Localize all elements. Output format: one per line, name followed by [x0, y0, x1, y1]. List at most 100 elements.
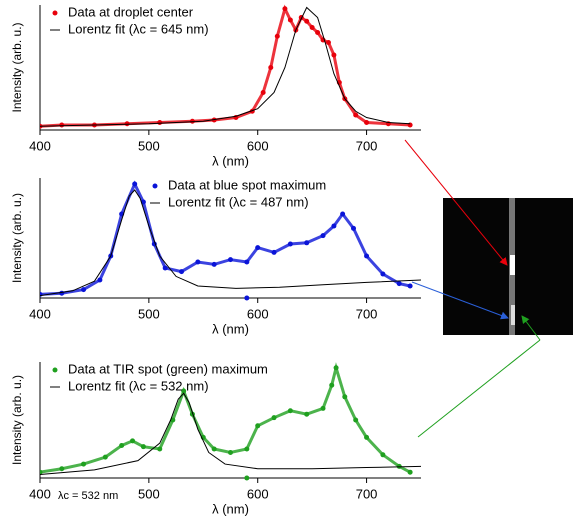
- data-point: [351, 225, 357, 231]
- data-point: [244, 446, 250, 452]
- data-point: [304, 411, 310, 417]
- x-tick-label: 600: [247, 486, 269, 501]
- data-point: [320, 233, 326, 239]
- data-point: [211, 446, 217, 452]
- annotation: λc = 532 nm: [58, 490, 118, 502]
- data-trace: [40, 4, 411, 128]
- data-point: [162, 265, 168, 271]
- fit-line: [40, 6, 411, 127]
- data-point: [181, 388, 187, 394]
- legend-label: Lorentz fit (λc = 487 nm): [168, 194, 309, 209]
- data-point: [228, 449, 233, 455]
- plot: [40, 180, 421, 301]
- data-point: [396, 281, 402, 287]
- data-point: [244, 259, 250, 265]
- data-point: [157, 446, 163, 452]
- data-point: [140, 444, 146, 450]
- data-point: [353, 112, 359, 118]
- data-point: [195, 259, 201, 265]
- data-point: [40, 469, 43, 475]
- x-tick-label: 700: [356, 486, 378, 501]
- data-point: [287, 17, 293, 23]
- data-point: [130, 438, 136, 444]
- fit-line: [40, 189, 421, 297]
- data-point: [271, 415, 277, 421]
- data-point: [282, 6, 288, 12]
- microscope-image: [443, 198, 573, 335]
- legend-label: Data at droplet center: [68, 4, 194, 19]
- legend-marker: [52, 10, 58, 16]
- data-point: [364, 434, 370, 440]
- data-point: [59, 290, 65, 296]
- plot: [40, 4, 413, 129]
- arrows: [404, 139, 541, 438]
- legend-label: Lorentz fit (λc = 532 nm): [68, 378, 209, 393]
- data-point: [340, 211, 346, 217]
- x-tick-label: 500: [138, 138, 160, 153]
- data-point: [329, 382, 335, 388]
- data-point: [287, 241, 293, 247]
- data-point: [364, 253, 370, 259]
- x-tick-label: 400: [29, 138, 51, 153]
- y-axis-label: Intensity (arb. u.): [10, 375, 24, 465]
- y-axis-label: Intensity (arb. u.): [10, 193, 24, 283]
- data-point: [40, 291, 43, 297]
- x-tick-label: 600: [247, 306, 269, 321]
- data-point: [59, 466, 65, 472]
- data-point: [97, 277, 103, 283]
- plot: [40, 362, 421, 481]
- data-point: [407, 469, 413, 475]
- fit-line: [40, 392, 421, 476]
- data-point: [274, 33, 280, 39]
- data-point: [342, 394, 348, 400]
- x-axis-label: λ (nm): [212, 321, 249, 336]
- data-point: [59, 122, 65, 128]
- data-point: [255, 245, 261, 251]
- data-point: [325, 40, 331, 45]
- data-point: [331, 223, 337, 229]
- x-tick-label: 700: [356, 306, 378, 321]
- x-axis-label: λ (nm): [212, 153, 249, 168]
- x-tick-label: 400: [29, 486, 51, 501]
- legend-label: Lorentz fit (λc = 645 nm): [68, 21, 209, 36]
- data-point: [407, 283, 413, 289]
- data-point: [228, 257, 233, 263]
- x-tick-label: 700: [356, 138, 378, 153]
- data-point: [157, 120, 163, 125]
- data-point: [380, 452, 386, 458]
- data-point: [268, 65, 274, 70]
- data-point: [304, 240, 310, 246]
- data-point: [102, 454, 108, 460]
- data-point: [364, 120, 370, 125]
- data-point: [132, 181, 138, 187]
- data-point: [331, 52, 337, 58]
- data-point: [380, 271, 386, 277]
- data-trace: [40, 362, 411, 474]
- data-point: [304, 18, 310, 24]
- data-point: [211, 261, 217, 267]
- data-point: [333, 365, 339, 371]
- data-point: [260, 90, 266, 95]
- x-tick-label: 500: [138, 306, 160, 321]
- legend-marker: [152, 183, 158, 189]
- x-tick-label: 600: [247, 138, 269, 153]
- data-point: [309, 25, 315, 30]
- x-tick-label: 500: [138, 486, 160, 501]
- data-point: [315, 30, 321, 35]
- x-tick-label: 400: [29, 306, 51, 321]
- data-point: [271, 249, 277, 255]
- data-point: [244, 475, 250, 481]
- data-point: [244, 295, 250, 301]
- data-point: [81, 461, 87, 467]
- data-point: [287, 408, 293, 414]
- data-point: [81, 287, 87, 293]
- data-point: [255, 423, 261, 429]
- data-point: [119, 443, 125, 449]
- legend-marker: [52, 367, 58, 373]
- data-point: [353, 417, 359, 423]
- y-axis-label: Intensity (arb. u.): [10, 22, 24, 112]
- legend-label: Data at TIR spot (green) maximum: [68, 361, 268, 376]
- legend-label: Data at blue spot maximum: [168, 177, 326, 192]
- data-point: [320, 405, 326, 411]
